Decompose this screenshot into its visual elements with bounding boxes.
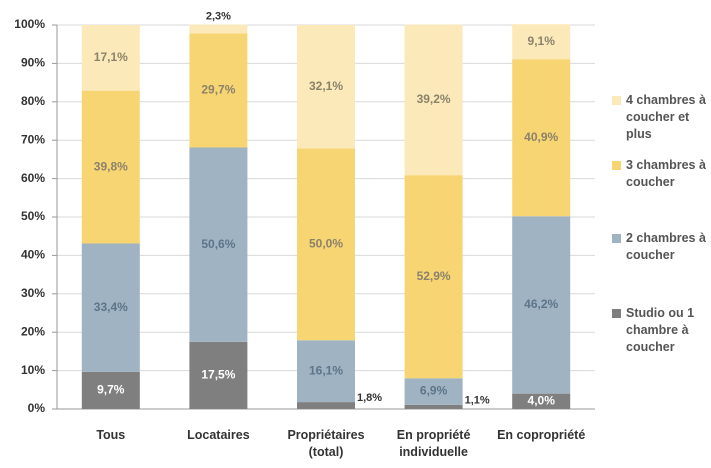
bar-segment [189, 341, 248, 409]
bar-segment [297, 148, 355, 341]
bar-segment [81, 90, 140, 244]
x-tick-label: Locataires [187, 428, 250, 442]
bar-segment [189, 24, 248, 34]
value-label: 1,1% [465, 395, 490, 407]
x-tick-label: Propriétaires (total) [287, 428, 365, 459]
legend-swatch [612, 161, 621, 170]
bar-segment [81, 25, 140, 91]
bar-segment [297, 340, 355, 403]
value-label: 4,0% [528, 393, 556, 407]
y-tick-label: 0% [28, 401, 46, 415]
y-tick-label: 30% [21, 286, 45, 300]
y-tick-label: 10% [21, 363, 45, 377]
bar-segment [404, 175, 463, 379]
legend-swatch [612, 309, 621, 318]
value-label: 2,3% [206, 11, 231, 23]
value-label: 52,9% [417, 269, 451, 283]
value-label: 16,1% [309, 363, 343, 377]
bar-segment [81, 243, 140, 372]
bar-segment [189, 147, 248, 342]
value-label: 17,1% [94, 50, 128, 64]
bar-segment [189, 33, 248, 148]
legend-swatch [612, 96, 621, 105]
value-label: 6,9% [420, 384, 448, 398]
bar-segment [404, 378, 463, 405]
value-label: 46,2% [524, 297, 558, 311]
legend-label: 2 chambres à coucher [626, 231, 706, 262]
x-tick-label: Tous [96, 428, 126, 442]
value-label: 40,9% [524, 130, 558, 144]
x-tick-label: En propriété individuelle [396, 428, 471, 459]
y-tick-label: 40% [21, 248, 45, 262]
y-tick-label: 50% [21, 209, 45, 223]
y-tick-label: 70% [21, 132, 45, 146]
legend-label: 3 chambres à coucher [626, 158, 706, 189]
bar-segment [297, 402, 355, 409]
bar-segment [512, 216, 571, 394]
x-tick-label: En copropriété [497, 428, 586, 442]
value-label: 39,8% [94, 159, 128, 173]
bar-segment [404, 24, 463, 176]
bar-segment [81, 371, 140, 409]
value-label: 32,1% [309, 79, 343, 93]
value-label: 1,8% [357, 392, 382, 404]
y-tick-label: 90% [21, 56, 45, 70]
legend-label: Studio ou 1 chambre à coucher [626, 306, 695, 354]
value-label: 50,6% [201, 237, 235, 251]
value-label: 39,2% [417, 92, 451, 106]
y-tick-label: 60% [21, 171, 45, 185]
value-label: 17,5% [201, 368, 235, 382]
bar-segment [512, 393, 571, 409]
bar-segment [297, 25, 355, 149]
value-label: 9,1% [528, 34, 556, 48]
bar-segment [512, 59, 571, 217]
legend-label: 4 chambres à coucher et plus [626, 93, 706, 141]
bar-segment [512, 24, 571, 60]
y-tick-label: 80% [21, 94, 45, 108]
legend-swatch [612, 234, 621, 243]
value-label: 9,7% [97, 383, 125, 397]
value-label: 33,4% [94, 300, 128, 314]
value-label: 50,0% [309, 236, 343, 250]
y-tick-label: 100% [14, 17, 45, 31]
value-label: 29,7% [201, 83, 235, 97]
y-tick-label: 20% [21, 324, 45, 338]
bar-segment [404, 404, 463, 409]
